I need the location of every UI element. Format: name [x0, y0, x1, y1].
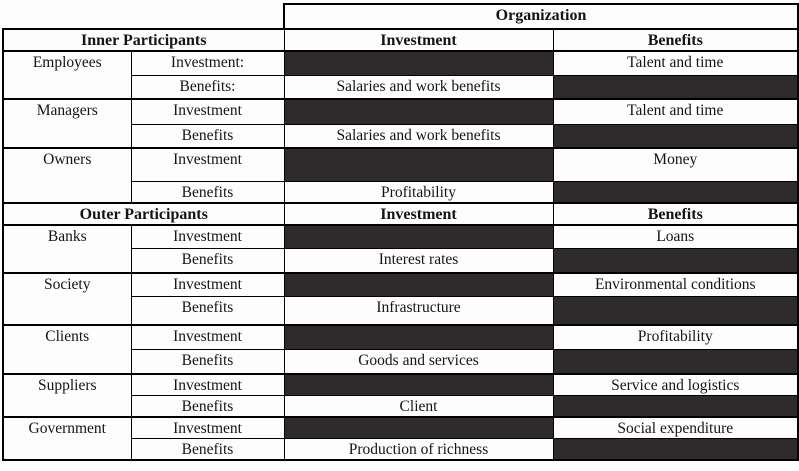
value-cell: Salaries and work benefits — [283, 74, 554, 100]
row-label: Investment — [130, 372, 285, 396]
participant-name: Government — [2, 415, 132, 461]
page: Organization Inner Participants Investme… — [2, 3, 799, 461]
row-label: Benefits — [130, 123, 285, 149]
filled-dark-cell — [552, 437, 799, 461]
value-cell: Environmental conditions — [552, 271, 799, 297]
filled-dark-cell — [552, 180, 799, 203]
inner-investment-column-header: Investment — [283, 28, 554, 52]
participants-table: Organization Inner Participants Investme… — [2, 3, 799, 461]
filled-dark-cell — [552, 349, 799, 374]
outer-participants-header: Outer Participants — [2, 201, 285, 226]
value-cell: Infrastructure — [283, 296, 554, 325]
filled-dark-cell — [283, 50, 554, 76]
row-label: Investment — [130, 271, 285, 297]
value-cell: Salaries and work benefits — [283, 123, 554, 149]
participant-name: Society — [2, 271, 132, 325]
filled-dark-cell — [552, 248, 799, 273]
row-label: Benefits: — [130, 74, 285, 100]
value-cell: Loans — [552, 223, 799, 249]
participant-name: Suppliers — [2, 372, 132, 417]
filled-dark-cell — [283, 147, 554, 182]
filled-dark-cell — [552, 74, 799, 100]
inner-benefits-column-header: Benefits — [552, 28, 799, 52]
value-cell: Service and logistics — [552, 372, 799, 396]
row-label: Investment — [130, 415, 285, 439]
value-cell: Social expenditure — [552, 415, 799, 439]
row-label: Investment — [130, 323, 285, 350]
participant-name: Owners — [2, 147, 132, 203]
participant-name: Banks — [2, 223, 132, 273]
participant-name: Employees — [2, 50, 132, 100]
value-cell: Profitability — [283, 180, 554, 203]
row-label: Investment — [130, 147, 285, 182]
row-label: Benefits — [130, 349, 285, 374]
organization-header: Organization — [282, 3, 799, 30]
row-label: Benefits — [130, 437, 285, 461]
value-cell: Talent and time — [552, 50, 799, 76]
filled-dark-cell — [552, 394, 799, 417]
filled-dark-cell — [283, 372, 554, 396]
top-left-empty-area — [3, 4, 284, 29]
filled-dark-cell — [552, 296, 799, 325]
filled-dark-cell — [283, 415, 554, 439]
outer-benefits-column-header: Benefits — [552, 201, 799, 226]
participant-name: Clients — [2, 323, 132, 374]
inner-participants-header: Inner Participants — [2, 28, 285, 52]
value-cell: Client — [283, 394, 554, 417]
row-label: Investment: — [130, 50, 285, 76]
row-label: Benefits — [130, 248, 285, 273]
filled-dark-cell — [283, 271, 554, 297]
row-label: Benefits — [130, 394, 285, 417]
row-label: Investment — [130, 223, 285, 249]
row-label: Benefits — [130, 180, 285, 203]
value-cell: Interest rates — [283, 248, 554, 273]
row-label: Investment — [130, 98, 285, 125]
row-label: Benefits — [130, 296, 285, 325]
filled-dark-cell — [283, 98, 554, 125]
outer-investment-column-header: Investment — [283, 201, 554, 226]
filled-dark-cell — [552, 123, 799, 149]
filled-dark-cell — [283, 223, 554, 249]
participant-name: Managers — [2, 98, 132, 149]
value-cell: Profitability — [552, 323, 799, 350]
value-cell: Goods and services — [283, 349, 554, 374]
value-cell: Production of richness — [283, 437, 554, 461]
filled-dark-cell — [283, 323, 554, 350]
value-cell: Talent and time — [552, 98, 799, 125]
value-cell: Money — [552, 147, 799, 182]
